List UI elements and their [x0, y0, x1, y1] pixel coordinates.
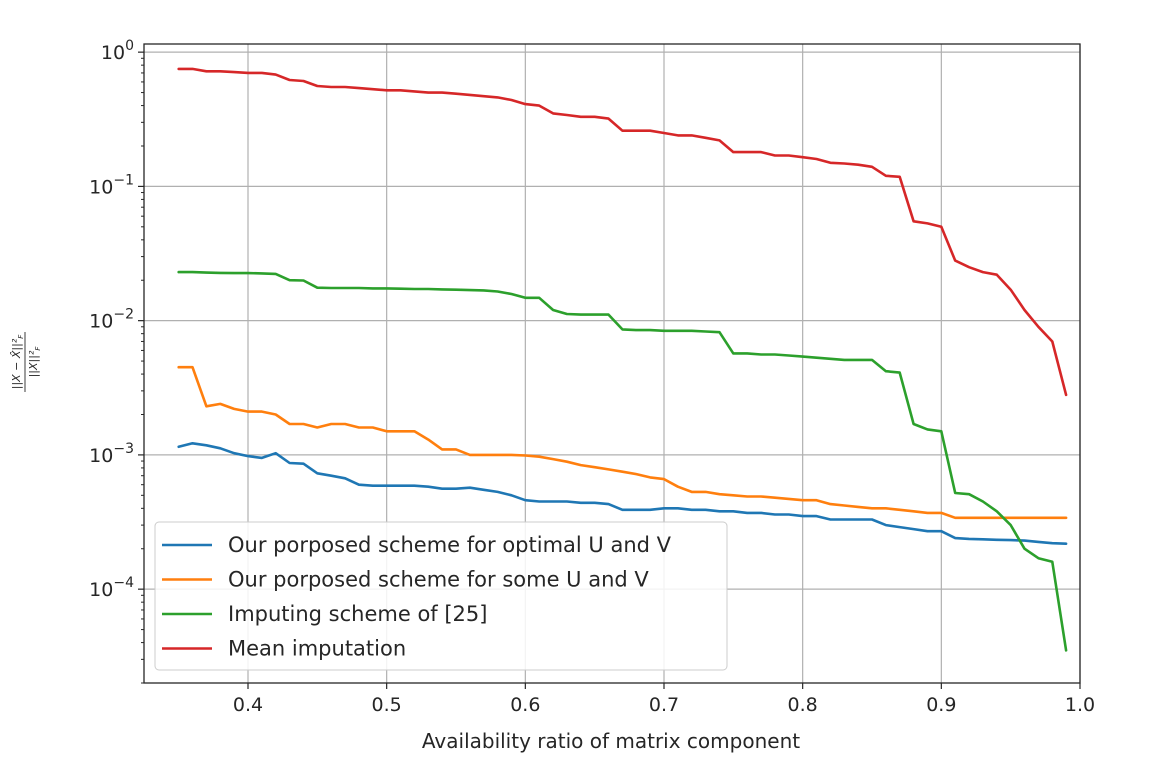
x-tick-label: 0.7 — [649, 694, 679, 716]
legend: Our porposed scheme for optimal U and V O… — [154, 521, 728, 671]
svg-text:||X − X̂||²F: ||X − X̂||²F — [10, 334, 25, 390]
grid — [144, 44, 1081, 683]
legend-label: Imputing scheme of [25] — [228, 602, 487, 626]
series-lines — [177, 67, 1068, 652]
x-tick-label: 0.9 — [926, 694, 956, 716]
x-tick-label: 0.8 — [788, 694, 818, 716]
x-tick-label: 0.4 — [233, 694, 263, 716]
plot-frame — [143, 43, 1081, 684]
x-axis-label: Availability ratio of matrix component — [422, 729, 800, 753]
x-axis: 0.4 0.5 0.6 0.7 0.8 0.9 1.0 — [233, 683, 1095, 716]
x-tick-label: 1.0 — [1065, 694, 1095, 716]
series-line-4 — [177, 67, 1068, 397]
series-line-1 — [177, 441, 1068, 546]
legend-box — [154, 521, 728, 671]
x-tick-label: 0.6 — [510, 694, 540, 716]
y-tick-label: 10−1 — [89, 172, 134, 198]
y-tick-label: 10−2 — [89, 307, 134, 333]
y-tick-label: 10−3 — [89, 441, 134, 467]
x-tick-label: 0.5 — [372, 694, 402, 716]
series-line-2 — [177, 365, 1068, 520]
legend-label: Mean imputation — [228, 637, 406, 661]
legend-label: Our porposed scheme for optimal U and V — [228, 533, 672, 557]
y-axis-label: ||X − X̂||²F ||X||²F — [10, 332, 42, 392]
svg-text:||X||²F: ||X||²F — [27, 346, 42, 378]
legend-label: Our porposed scheme for some U and V — [228, 568, 649, 592]
series-line-3 — [177, 270, 1068, 652]
